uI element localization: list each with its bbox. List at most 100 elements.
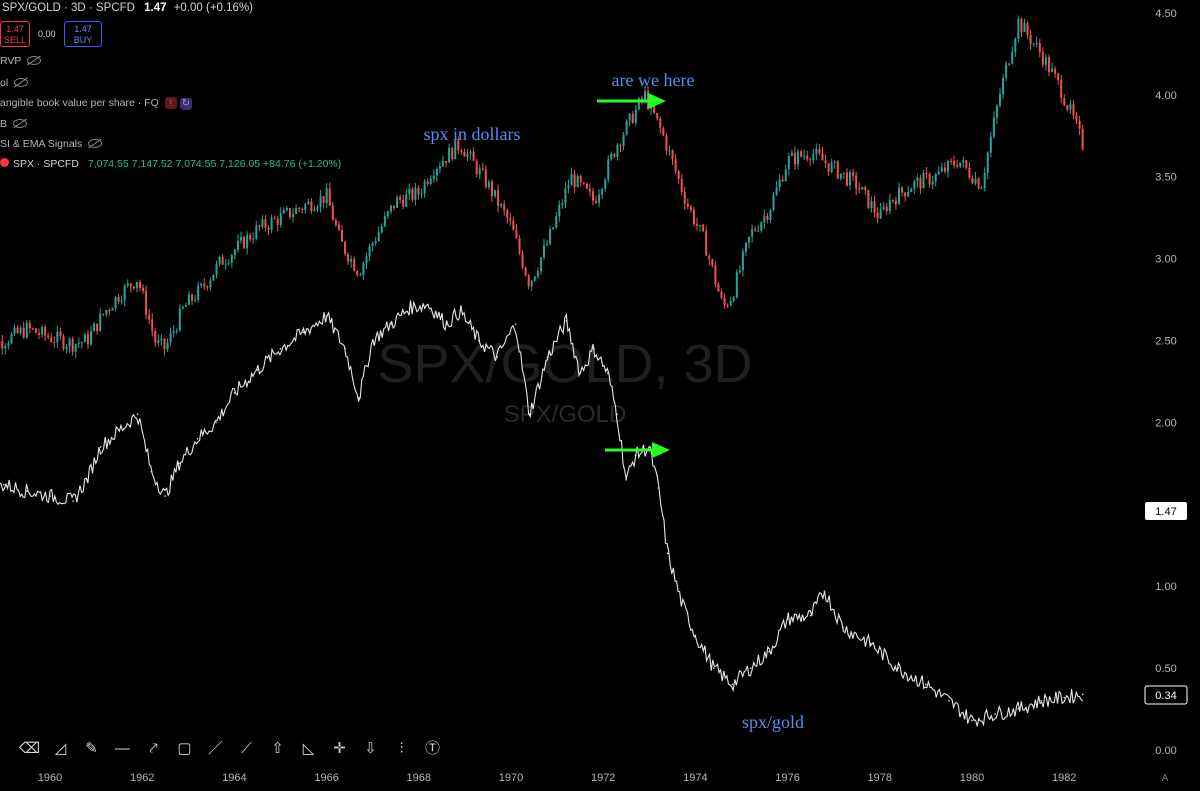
candle-body [800, 151, 803, 157]
indicator-signals[interactable]: SI & EMA Signals [0, 138, 103, 150]
candle-body [680, 178, 683, 192]
candle-body [552, 227, 555, 230]
candle-body [215, 263, 218, 275]
candle-body [90, 331, 93, 345]
candle-body [487, 181, 490, 188]
sell-button[interactable]: 1.47 SELL [0, 21, 30, 47]
candle-body [402, 199, 405, 207]
candle-body [184, 304, 187, 307]
ratio-point [680, 601, 683, 604]
candle-body [123, 285, 126, 301]
indicator-b[interactable]: B [0, 118, 28, 130]
text-icon[interactable]: Ⓣ [424, 740, 440, 757]
candle-body [607, 159, 610, 180]
candle-body [778, 179, 781, 188]
candle-body [503, 204, 506, 211]
candle-body [852, 172, 855, 176]
candle-body [797, 151, 800, 165]
eraser-icon[interactable]: ⌫ [18, 740, 41, 757]
candle-body [221, 256, 224, 265]
ratio-point [427, 303, 429, 306]
y-tick-label: 3.50 [1155, 172, 1176, 184]
candle-body [1008, 63, 1011, 65]
triangle-icon[interactable]: ◺ [302, 740, 315, 757]
ratio-point [86, 478, 88, 481]
indicator-rvp[interactable]: RVP [0, 55, 42, 67]
candle-body [1038, 43, 1041, 53]
indicator-vol[interactable]: ol [0, 77, 29, 89]
candle-body [512, 220, 515, 231]
compare-series-legend[interactable]: SPX · SPCFD 7,074.55 7,147.52 7,074.55 7… [0, 158, 341, 170]
candle-body [239, 237, 242, 241]
candle-body [937, 171, 940, 175]
ratio-point [897, 667, 900, 669]
hidden-eye-icon[interactable] [27, 56, 42, 65]
bars-pattern-icon[interactable]: ⫶ [399, 740, 404, 757]
candle-body [157, 340, 160, 343]
hidden-eye-icon[interactable] [13, 119, 28, 128]
candle-body [689, 206, 692, 210]
candle-body [524, 267, 527, 276]
horizontal-line-icon[interactable]: — [115, 740, 130, 757]
path-icon[interactable]: ⤤ [149, 740, 158, 757]
polyline-icon[interactable]: ⟋ [241, 740, 252, 757]
candle-body [484, 169, 487, 188]
reload-icon[interactable]: ↻ [179, 98, 192, 110]
candle-body [86, 334, 89, 345]
crosshair-icon[interactable]: ✛ [333, 740, 346, 757]
candle-body [876, 212, 879, 219]
candle-body [940, 167, 943, 172]
ratio-point [178, 462, 180, 465]
candle-body [992, 117, 995, 137]
candle-body [386, 211, 389, 217]
candle-body [591, 191, 594, 201]
hidden-eye-icon[interactable] [88, 139, 103, 148]
arrow-down-icon[interactable]: ⇩ [364, 740, 377, 757]
warning-icon[interactable]: ! [164, 97, 177, 109]
candle-body [1051, 68, 1054, 72]
hidden-eye-icon[interactable] [14, 78, 29, 87]
candle-body [1032, 43, 1035, 45]
candle-body [298, 208, 301, 210]
rectangle-icon[interactable]: ▢ [177, 740, 192, 757]
trend-line-icon[interactable]: ／ [207, 740, 223, 757]
watermark-main: SPX/GOLD, 3D [377, 334, 752, 394]
candle-body [751, 229, 754, 237]
candle-body [451, 147, 454, 160]
candle-body [340, 229, 343, 242]
indicator-book-value[interactable]: angible book value per share · FQ! ↻ [0, 97, 192, 110]
arrow-up-icon[interactable]: ⇧ [271, 740, 284, 757]
auto-scale-icon[interactable]: A [1162, 773, 1169, 784]
candle-body [809, 159, 812, 161]
candle-body [601, 189, 604, 195]
candle-body [261, 219, 264, 227]
candle-body [135, 282, 138, 289]
brush-icon[interactable]: ◿ [54, 740, 67, 757]
highlighter-icon[interactable]: ✎ [85, 740, 98, 757]
candle-body [894, 200, 897, 205]
x-tick-label: 1978 [868, 772, 892, 784]
x-tick-label: 1972 [591, 772, 615, 784]
candle-body [570, 173, 573, 186]
ratio-point [459, 310, 462, 312]
candle-body [475, 160, 478, 175]
ratio-point [358, 397, 360, 399]
candle-body [573, 173, 576, 188]
candle-body [203, 283, 206, 287]
candle-body [619, 144, 622, 146]
candle-body [628, 113, 631, 121]
ratio-point [1040, 700, 1042, 702]
y-tick-label: 2.50 [1155, 336, 1176, 348]
candle-body [910, 188, 913, 192]
buy-button[interactable]: 1.47 BUY [64, 21, 102, 47]
candle-body [200, 283, 203, 286]
candle-body [907, 191, 910, 197]
candle-body [441, 161, 444, 167]
candle-body [236, 240, 239, 251]
candle-body [968, 167, 971, 178]
x-tick-label: 1962 [130, 772, 154, 784]
candle-body [160, 338, 163, 341]
candle-body [549, 229, 552, 245]
candle-body [56, 331, 59, 343]
